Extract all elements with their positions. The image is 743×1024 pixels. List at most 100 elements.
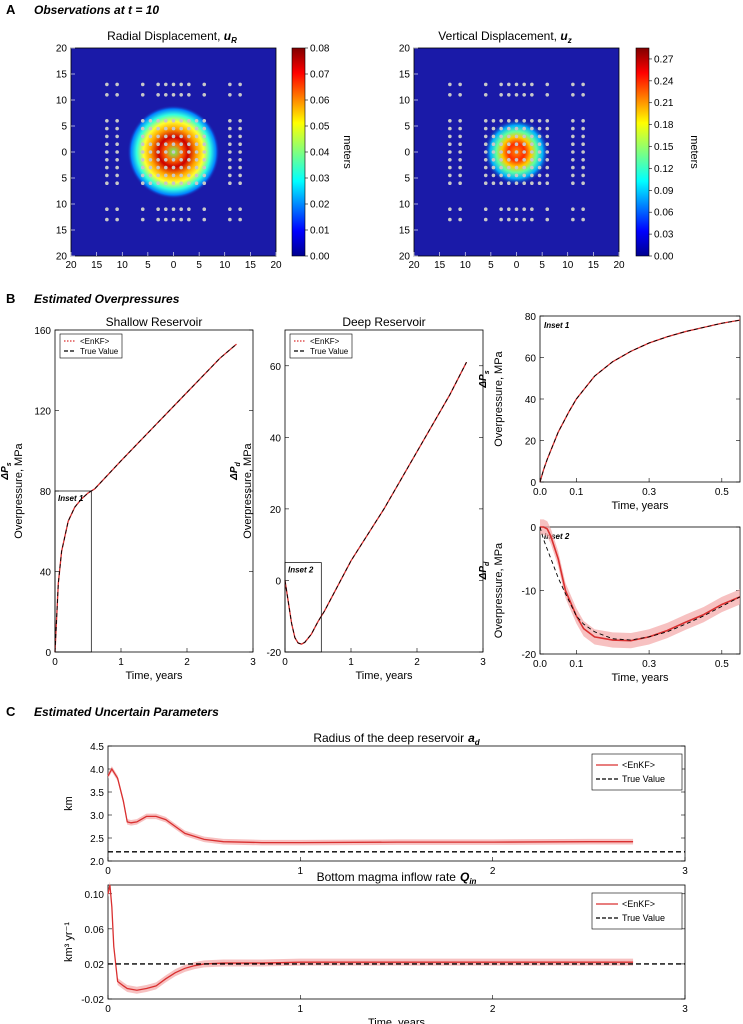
station-marker [238, 126, 242, 131]
station-marker [156, 82, 160, 87]
ytick-label: 0 [275, 576, 281, 587]
map-2-colorbar-label: meters [688, 135, 700, 169]
inset-label: Inset 2 [544, 532, 570, 541]
station-marker [581, 181, 585, 185]
map-ytick-label: 0 [404, 148, 410, 159]
station-marker [530, 173, 534, 178]
station-marker [171, 82, 176, 87]
panel-a-letter: A [6, 2, 16, 17]
station-marker [148, 173, 153, 178]
ytick-label: 3.5 [90, 788, 104, 799]
station-marker [507, 217, 511, 222]
true-value-line [539, 526, 741, 641]
station-marker [571, 150, 575, 154]
station-marker [164, 134, 168, 139]
yaxis-label: Overpressure, MPa [13, 442, 25, 538]
yaxis-symbol: ΔPd [229, 461, 242, 480]
station-marker [194, 126, 199, 131]
station-marker [483, 126, 488, 131]
station-marker [571, 119, 575, 123]
station-marker [194, 134, 199, 139]
station-marker [545, 93, 550, 97]
station-marker [156, 207, 160, 211]
xtick-label: 0 [105, 1004, 111, 1015]
colorbar-tick-label: 0.03 [310, 174, 330, 185]
ytick-label: 60 [525, 354, 537, 365]
station-marker [530, 158, 534, 162]
enkf-uncertainty-band [108, 881, 634, 994]
xtick-label: 1 [298, 866, 304, 877]
station-marker [148, 181, 153, 185]
station-marker [179, 207, 183, 211]
station-marker [140, 142, 145, 146]
inset-1-plot: Inset 1 0 20 40 60 80 0.0 0.1 0.3 0.5 Time, years O… [478, 312, 741, 512]
station-marker [458, 126, 462, 131]
station-marker [194, 173, 199, 178]
station-marker [448, 126, 452, 131]
station-marker [194, 119, 199, 123]
station-marker [115, 217, 119, 222]
station-marker [171, 150, 176, 154]
colorbar-tick-label: 0.00 [310, 252, 330, 263]
station-marker [179, 150, 183, 154]
station-marker [238, 134, 242, 139]
station-marker [507, 181, 511, 185]
station-marker [187, 142, 191, 146]
map-ytick-label: 10 [56, 200, 68, 211]
station-marker [202, 165, 207, 170]
station-marker [581, 158, 585, 162]
inset-2-plot: Inset 2 -20 -10 0 0.0 0.1 0.3 0.5 Time, years Ove… [478, 519, 741, 684]
ytick-label: -20 [267, 648, 282, 659]
station-marker [545, 217, 550, 222]
station-marker [522, 142, 526, 146]
map-ytick-label: 20 [399, 252, 411, 263]
legend-enkf-label: <EnKF> [80, 337, 110, 346]
station-marker [156, 142, 160, 146]
station-marker [507, 150, 511, 154]
station-marker [581, 207, 585, 211]
station-marker [179, 173, 183, 178]
station-marker [499, 217, 503, 222]
map-xtick-label: 15 [245, 260, 257, 271]
station-marker [499, 93, 503, 97]
station-marker [499, 158, 503, 162]
station-marker [179, 82, 183, 87]
station-marker [545, 173, 550, 178]
station-marker [507, 134, 511, 139]
map-xtick-label: 20 [613, 260, 625, 271]
station-marker [187, 150, 191, 154]
station-marker [194, 150, 199, 154]
station-marker [545, 134, 550, 139]
station-marker [115, 126, 119, 131]
station-marker [202, 134, 207, 139]
station-marker [238, 207, 242, 211]
station-marker [171, 126, 176, 131]
station-marker [458, 134, 462, 139]
station-marker [228, 165, 232, 170]
panel-b-title: Estimated Overpressures [34, 292, 180, 306]
map-xtick-label: 15 [91, 260, 103, 271]
xtick-label: 0.0 [533, 659, 547, 670]
station-marker [507, 93, 511, 97]
xtick-label: 1 [298, 1004, 304, 1015]
ytick-label: 0.06 [85, 925, 105, 936]
station-marker [115, 173, 119, 178]
station-marker [522, 173, 526, 178]
station-marker [171, 217, 176, 222]
colorbar-tick-label: 0.15 [654, 142, 674, 153]
station-marker [514, 181, 519, 185]
station-marker [179, 142, 183, 146]
xtick-label: 1 [348, 657, 354, 668]
colorbar-tick-label: 0.09 [654, 186, 674, 197]
station-marker [164, 165, 168, 170]
station-marker [483, 119, 488, 123]
station-marker [581, 173, 585, 178]
xtick-label: 1 [118, 657, 124, 668]
station-marker [171, 134, 176, 139]
map-ytick-label: 5 [404, 174, 410, 185]
inset-region-label: Inset 2 [288, 566, 314, 575]
yaxis-label: Overpressure, MPa [242, 442, 254, 538]
ytick-label: 40 [40, 568, 52, 579]
station-marker [105, 217, 109, 222]
map-xtick-label: 10 [460, 260, 472, 271]
